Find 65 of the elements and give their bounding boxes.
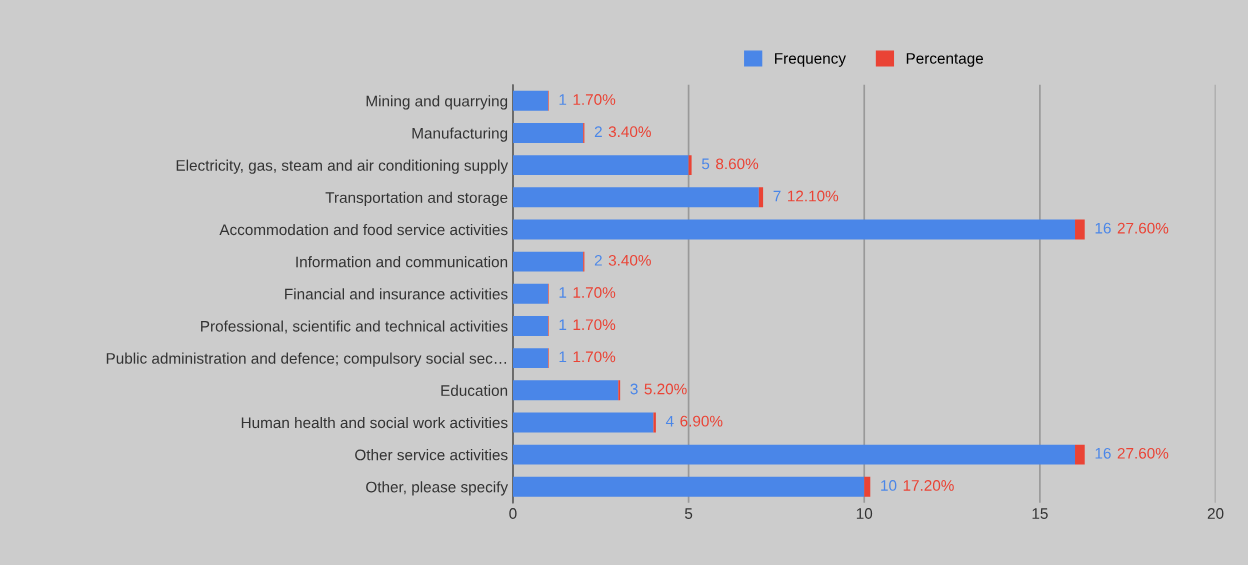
y-tick-label: Other service activities <box>355 449 508 461</box>
data-label: 1 <box>559 94 567 105</box>
legend-label: Frequency <box>775 53 846 67</box>
y-tick-label: Manufacturing <box>412 127 508 142</box>
bar <box>1075 219 1085 240</box>
data-label: 5.20% <box>644 383 687 395</box>
data-label: 16 <box>1095 447 1111 459</box>
data-label: 12.10% <box>788 190 839 202</box>
legend-label: Percentage <box>906 53 984 67</box>
bar <box>512 380 619 401</box>
y-tick-label: Mining and quarrying <box>366 95 508 110</box>
x-tick-label: 20 <box>1207 508 1224 519</box>
data-label: 1.70% <box>573 287 616 298</box>
data-label: 27.60% <box>1117 222 1169 234</box>
bar <box>688 155 692 176</box>
bar <box>512 476 865 497</box>
bar <box>653 412 656 433</box>
bar <box>512 444 1076 465</box>
data-label: 4 <box>665 415 674 427</box>
y-tick-label: Transportation and storage <box>325 191 508 207</box>
data-label: 17.20% <box>903 480 954 491</box>
data-label: 1.70% <box>573 319 616 331</box>
y-tick-label: Accommodation and food service activities <box>219 223 508 236</box>
y-tick-label: Education <box>441 384 508 396</box>
x-tick-label: 5 <box>684 508 693 519</box>
x-tick-label: 15 <box>1032 508 1048 519</box>
data-label: 10 <box>881 480 897 491</box>
bar <box>512 90 549 111</box>
data-label: 16 <box>1095 222 1111 234</box>
bar <box>864 476 871 497</box>
bar <box>512 283 549 304</box>
bar <box>512 348 549 369</box>
bar <box>512 187 759 208</box>
data-label: 27.60% <box>1117 447 1169 459</box>
data-label: 2 <box>594 254 602 266</box>
data-label: 3.40% <box>608 126 651 138</box>
bar <box>512 219 1076 240</box>
data-label: 1 <box>559 319 567 330</box>
y-tick-label: Public administration and defence; compulsory social sec… <box>106 352 507 367</box>
y-tick-label: Financial and insurance activities <box>285 288 508 300</box>
data-label: 5 <box>701 158 710 170</box>
y-tick-label: Human health and social work activities <box>241 416 508 429</box>
data-label: 8.60% <box>716 158 759 170</box>
bar <box>758 187 764 208</box>
data-label: 1 <box>559 351 567 363</box>
data-label: 3 <box>630 383 638 395</box>
bar <box>512 123 584 143</box>
data-label: 7 <box>773 190 781 202</box>
bar <box>1075 444 1085 465</box>
data-label: 1.70% <box>573 351 616 363</box>
data-label: 6.90% <box>680 415 723 427</box>
y-tick-label: Other, please specify <box>366 481 509 496</box>
bar <box>512 251 584 272</box>
x-tick-label: 10 <box>856 508 873 519</box>
bar <box>512 155 689 176</box>
data-label: 2 <box>594 126 602 137</box>
y-tick-label: Professional, scientific and technical activities <box>201 320 508 334</box>
data-label: 1 <box>559 287 567 298</box>
bar <box>512 412 654 433</box>
bar <box>512 315 549 336</box>
y-tick-label: Information and communication <box>296 256 508 268</box>
x-tick-label: 0 <box>509 508 517 519</box>
data-label: 1.70% <box>573 94 616 105</box>
y-tick-label: Electricity, gas, steam and air conditioning supply <box>176 159 509 174</box>
data-label: 3.40% <box>608 254 651 266</box>
